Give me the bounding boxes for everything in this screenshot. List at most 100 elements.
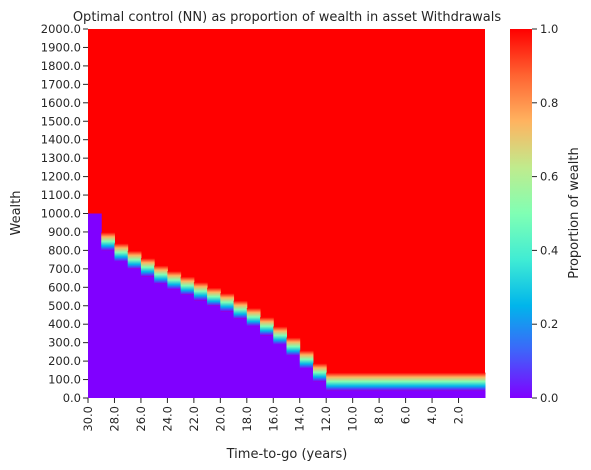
heatmap-column-low <box>379 390 393 398</box>
colorbar-tick-label: 0.6 <box>540 170 558 184</box>
x-tick-label: 22.0 <box>187 406 201 432</box>
heatmap-column-low <box>418 390 433 398</box>
heatmap-transition-band <box>432 372 446 391</box>
colorbar-tick-label: 0.4 <box>540 243 558 257</box>
heatmap-transition-band <box>220 293 235 312</box>
y-tick-label: 200.0 <box>48 354 81 368</box>
y-axis-label: Wealth <box>9 190 24 235</box>
heatmap-column-low <box>339 390 354 398</box>
heatmap-column-low <box>299 368 314 398</box>
heatmap-column-low <box>127 268 142 398</box>
heatmap-transition-band <box>127 250 142 269</box>
heatmap-transition-band <box>260 317 274 336</box>
heatmap-column-low <box>260 335 274 398</box>
y-axis: 0.0 100.0 200.0 300.0 400.0 500.0 600.0 700.0 80… <box>41 22 88 405</box>
heatmap-transition-band <box>114 243 129 262</box>
x-tick-label: 20.0 <box>213 406 227 432</box>
x-tick-label: 10.0 <box>346 406 360 432</box>
heatmap-column-low <box>180 294 195 398</box>
y-tick-label: 1800.0 <box>41 59 81 73</box>
x-tick-label: 30.0 <box>81 406 95 432</box>
colorbar-tick-label: 0.0 <box>540 391 558 405</box>
heatmap-column-low <box>326 390 340 398</box>
heatmap-column-low <box>207 305 221 398</box>
colorbar-label: Proportion of wealth <box>567 147 582 278</box>
heatmap-column-low <box>445 390 460 398</box>
heatmap-transition-band <box>458 372 473 391</box>
heatmap-column-low <box>154 283 168 398</box>
heatmap-column-low <box>273 344 287 398</box>
heatmap-transition-band <box>193 282 208 301</box>
colorbar-tick-label: 0.2 <box>540 317 558 331</box>
heatmap-column-low <box>458 390 473 398</box>
x-tick-label: 6.0 <box>399 406 413 424</box>
colorbar-axis: 0.0 0.2 0.4 0.6 0.8 1.0 <box>532 22 558 405</box>
heatmap-cells <box>88 29 486 398</box>
heatmap-column-low <box>114 261 129 398</box>
y-tick-label: 700.0 <box>48 262 81 276</box>
heatmap-column-low <box>220 311 235 398</box>
heatmap-transition-band <box>471 372 486 391</box>
x-tick-label: 24.0 <box>160 406 174 432</box>
heatmap-column-low <box>286 355 301 398</box>
heatmap-transition-band <box>352 372 367 391</box>
y-tick-label: 500.0 <box>48 299 81 313</box>
colorbar-tick-label: 0.8 <box>540 96 558 110</box>
y-tick-label: 1500.0 <box>41 114 81 128</box>
heatmap-transition-band <box>405 372 420 391</box>
y-tick-label: 1000.0 <box>41 207 81 221</box>
x-tick-label: 28.0 <box>107 406 121 432</box>
y-tick-label: 300.0 <box>48 336 81 350</box>
heatmap-column-low <box>167 289 182 398</box>
heatmap-transition-band <box>392 372 407 391</box>
heatmap-transition-band <box>233 300 248 319</box>
colorbar-tick-label: 1.0 <box>540 22 558 36</box>
heatmap-transition-band <box>379 372 393 391</box>
x-tick-label: 18.0 <box>240 406 254 432</box>
y-tick-label: 1400.0 <box>41 133 81 147</box>
heatmap-column-low <box>233 318 248 398</box>
y-tick-label: 1900.0 <box>41 40 81 54</box>
heatmap-transition-band <box>246 308 261 327</box>
heatmap-transition-band <box>154 265 168 284</box>
heatmap-transition-band <box>101 232 115 251</box>
heatmap-transition-band <box>326 372 340 391</box>
heatmap-transition-band <box>299 350 314 369</box>
y-tick-label: 100.0 <box>48 373 81 387</box>
y-tick-label: 1600.0 <box>41 96 81 110</box>
y-tick-label: 1200.0 <box>41 170 81 184</box>
y-tick-label: 900.0 <box>48 225 81 239</box>
y-tick-label: 1700.0 <box>41 77 81 91</box>
heatmap-transition-band <box>140 258 155 277</box>
y-tick-label: 0.0 <box>63 391 81 405</box>
heatmap-column-low <box>312 381 327 398</box>
colorbar <box>510 29 532 398</box>
heatmap-column-low <box>88 213 102 398</box>
heatmap-column-low <box>471 390 486 398</box>
y-tick-label: 1100.0 <box>41 188 81 202</box>
heatmap-column-low <box>140 276 155 398</box>
x-tick-label: 4.0 <box>425 406 439 424</box>
x-tick-label: 8.0 <box>372 406 386 424</box>
heatmap-transition-band <box>180 276 195 295</box>
heatmap-transition-band <box>418 372 433 391</box>
heatmap-column-low <box>432 390 446 398</box>
y-tick-label: 2000.0 <box>41 22 81 36</box>
heatmap-transition-band <box>167 271 182 290</box>
heatmap-column-low <box>246 326 261 398</box>
heatmap-transition-band <box>339 372 354 391</box>
heatmap-transition-band <box>445 372 460 391</box>
heatmap-column-low <box>392 390 407 398</box>
x-tick-label: 26.0 <box>134 406 148 432</box>
heatmap-transition-band <box>286 337 301 356</box>
heatmap-column-low <box>101 250 115 398</box>
x-axis: 30.0 28.0 26.0 24.0 22.0 20.0 18.0 16.0 14.0 12.0… <box>81 398 466 432</box>
y-tick-label: 400.0 <box>48 317 81 331</box>
x-tick-label: 14.0 <box>293 406 307 432</box>
heatmap-transition-band <box>365 372 380 391</box>
x-axis-label: Time-to-go (years) <box>226 447 348 462</box>
chart-title: Optimal control (NN) as proportion of we… <box>73 10 502 25</box>
heatmap-column-low <box>193 300 208 398</box>
x-tick-label: 2.0 <box>452 406 466 424</box>
